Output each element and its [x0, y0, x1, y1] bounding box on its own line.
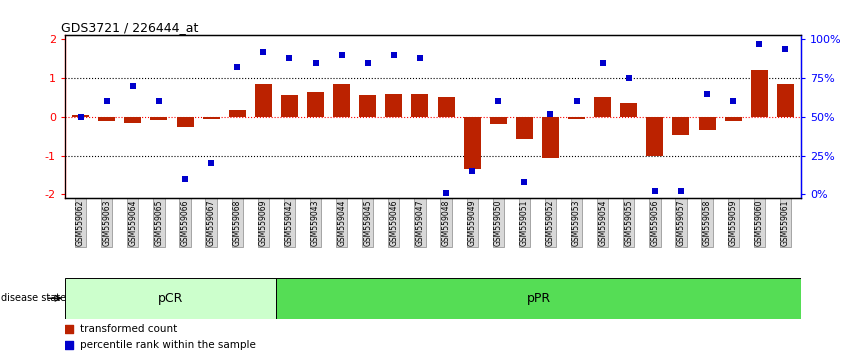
Point: [178, 176, 192, 182]
Bar: [385, 94, 403, 117]
Point: [100, 98, 113, 104]
Bar: [151, 117, 167, 120]
Bar: [542, 117, 559, 158]
Point: [465, 168, 479, 174]
Text: disease state: disease state: [1, 293, 66, 303]
Point: [570, 98, 584, 104]
Bar: [98, 117, 115, 121]
Point: [230, 64, 244, 70]
Bar: [276, 278, 801, 319]
Point: [361, 60, 375, 65]
Bar: [646, 117, 663, 156]
Text: pPR: pPR: [527, 292, 551, 305]
Point: [700, 91, 714, 96]
Point: [779, 46, 792, 51]
Text: percentile rank within the sample: percentile rank within the sample: [80, 340, 255, 350]
Point: [544, 111, 558, 116]
Bar: [177, 117, 193, 126]
Point: [648, 188, 662, 194]
Text: pCR: pCR: [158, 292, 184, 305]
Point: [491, 98, 505, 104]
Point: [517, 179, 531, 185]
Text: GDS3721 / 226444_at: GDS3721 / 226444_at: [61, 21, 198, 34]
Bar: [777, 84, 794, 117]
Bar: [359, 96, 376, 117]
Bar: [203, 117, 220, 119]
Bar: [490, 117, 507, 124]
Point: [439, 190, 453, 196]
Bar: [568, 117, 585, 119]
Bar: [699, 117, 715, 130]
Point: [256, 49, 270, 55]
Bar: [463, 117, 481, 169]
Bar: [620, 103, 637, 117]
Bar: [229, 110, 246, 117]
Point: [622, 75, 636, 81]
Point: [152, 98, 166, 104]
Point: [74, 114, 87, 120]
Point: [413, 55, 427, 61]
Bar: [751, 70, 768, 117]
Bar: [281, 96, 298, 117]
Point: [61, 326, 75, 331]
Point: [204, 160, 218, 166]
Bar: [673, 117, 689, 136]
Point: [674, 188, 688, 194]
Point: [387, 52, 401, 58]
Point: [282, 55, 296, 61]
Point: [61, 342, 75, 348]
Bar: [725, 117, 741, 121]
Point: [335, 52, 349, 58]
Point: [727, 98, 740, 104]
Bar: [65, 278, 276, 319]
Bar: [307, 92, 324, 117]
Bar: [255, 84, 272, 117]
Bar: [72, 115, 89, 117]
Text: transformed count: transformed count: [80, 324, 177, 333]
Point: [753, 41, 766, 47]
Bar: [594, 97, 611, 117]
Bar: [125, 117, 141, 122]
Bar: [333, 84, 350, 117]
Bar: [411, 94, 429, 117]
Point: [596, 60, 610, 65]
Point: [308, 60, 322, 65]
Bar: [516, 117, 533, 139]
Bar: [437, 97, 455, 117]
Point: [126, 83, 139, 88]
